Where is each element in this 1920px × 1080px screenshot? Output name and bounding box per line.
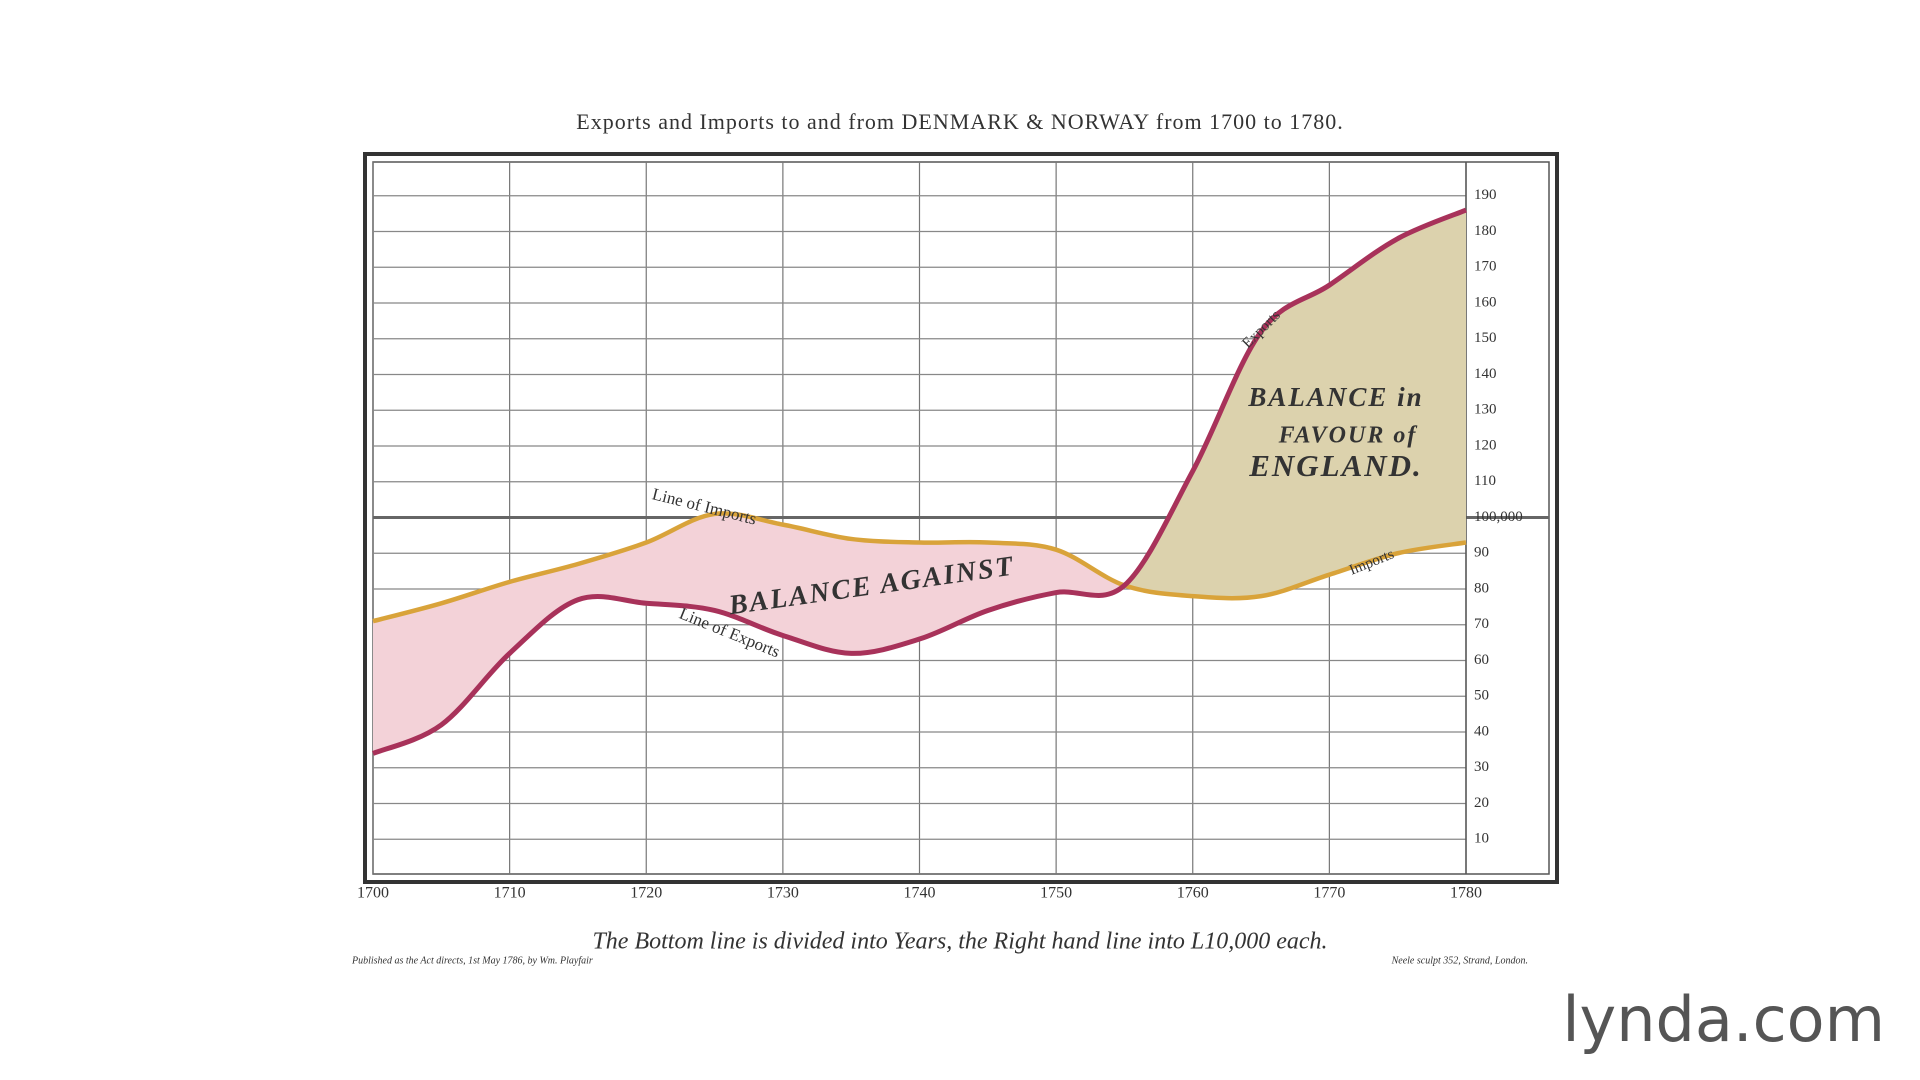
y-tick-label: 50 [1474, 688, 1489, 704]
y-tick-label: 190 [1474, 187, 1497, 203]
x-tick-label: 1760 [1177, 885, 1209, 902]
annotation: BALANCE in [1247, 382, 1423, 412]
y-tick-label: 20 [1474, 795, 1489, 811]
y-tick-label: 90 [1474, 545, 1489, 561]
y-tick-label: 150 [1474, 330, 1497, 346]
x-tick-label: 1780 [1450, 885, 1482, 902]
y-tick-label: 110 [1474, 473, 1496, 489]
x-tick-label: 1750 [1040, 885, 1072, 902]
y-tick-label: 70 [1474, 616, 1489, 632]
y-tick-label: 130 [1474, 402, 1497, 418]
y-tick-label: 160 [1474, 294, 1497, 310]
x-tick-label: 1740 [904, 885, 936, 902]
annotation: ENGLAND. [1248, 448, 1423, 483]
series-line [372, 511, 1467, 624]
x-tick-label: 1710 [494, 885, 526, 902]
y-tick-label: 170 [1474, 259, 1497, 275]
x-tick-label: 1730 [767, 885, 799, 902]
series-line [372, 207, 1467, 756]
x-tick-label: 1770 [1313, 885, 1345, 902]
logo: lynda.com [1562, 983, 1885, 1056]
x-tick-label: 1700 [357, 885, 389, 902]
note: The Bottom line is divided into Years, t… [592, 929, 1327, 955]
chart-title: Exports and Imports to and from DENMARK … [576, 109, 1344, 134]
y-tick-label: 10 [1474, 831, 1489, 847]
annotation: FAVOUR of [1278, 423, 1418, 449]
imprint: Neele sculpt 352, Strand, London. [1391, 955, 1528, 966]
balance-favour-area [1124, 210, 1466, 599]
balance-against-area [373, 513, 1125, 754]
outer-frame [363, 152, 1559, 884]
y-tick-label: 100,000 [1474, 509, 1523, 525]
y-tick-label: 180 [1474, 223, 1497, 239]
y-tick-label: 30 [1474, 759, 1489, 775]
y-tick-label: 140 [1474, 366, 1497, 382]
y-tick-label: 80 [1474, 580, 1489, 596]
y-tick-label: 40 [1474, 723, 1489, 739]
imprint: Published as the Act directs, 1st May 17… [351, 955, 593, 966]
y-tick-label: 120 [1474, 437, 1497, 453]
y-tick-label: 60 [1474, 652, 1489, 668]
x-tick-label: 1720 [630, 885, 662, 902]
